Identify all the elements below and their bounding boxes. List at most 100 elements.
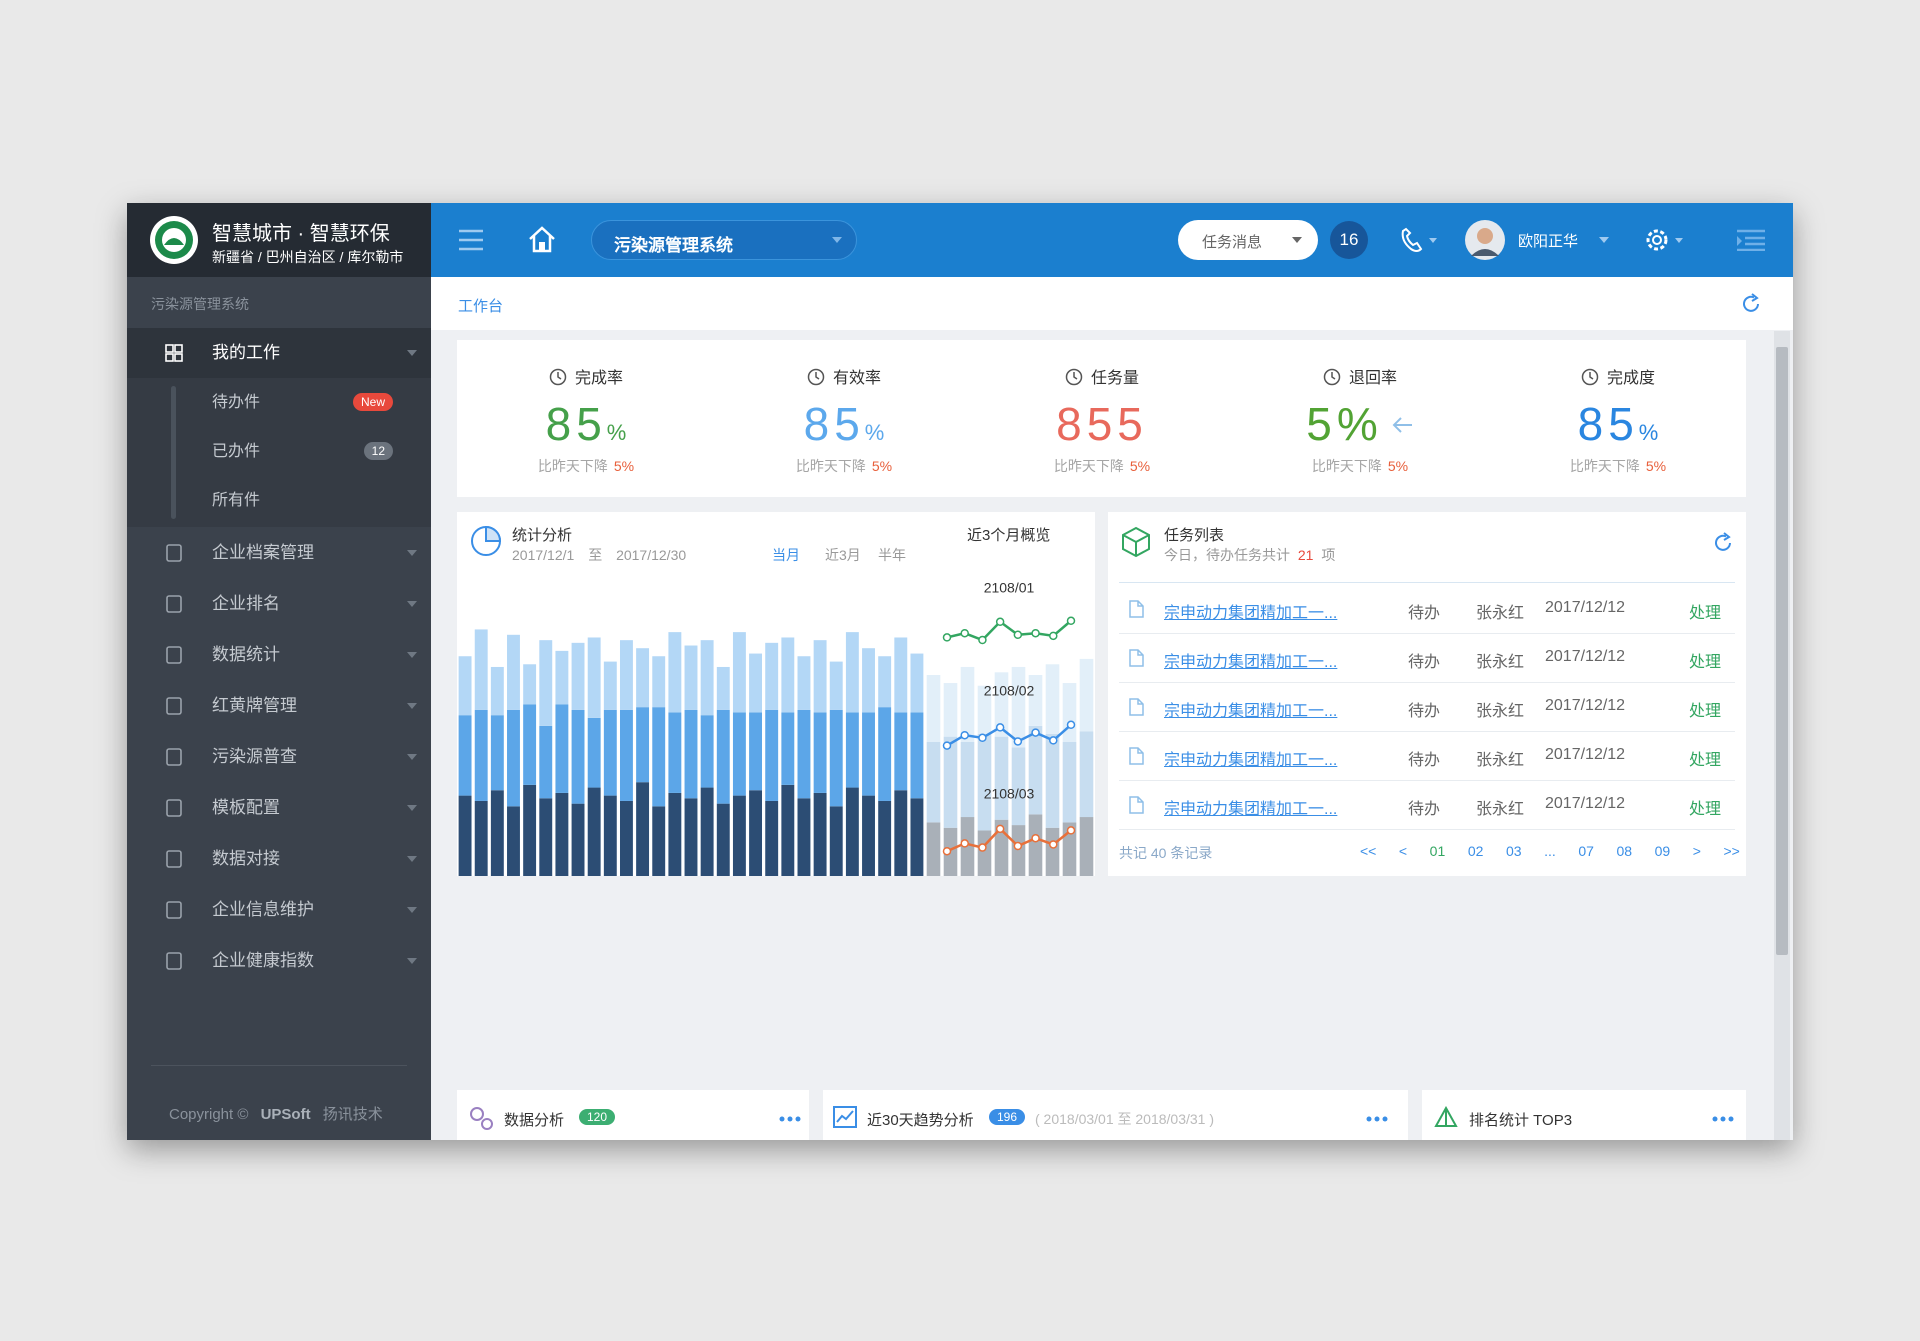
- scrollbar-thumb[interactable]: [1776, 347, 1788, 955]
- task-name[interactable]: 宗申动力集团精加工一...: [1164, 703, 1338, 720]
- bar-segment: [797, 798, 811, 876]
- more-button[interactable]: [1712, 1116, 1734, 1122]
- more-button[interactable]: [1366, 1116, 1388, 1122]
- tab[interactable]: 近3月: [825, 547, 861, 563]
- bar-segment: [507, 634, 520, 710]
- bar-segment: [587, 717, 601, 788]
- doc-icon: [1129, 649, 1144, 667]
- task-owner: 张永红: [1476, 654, 1525, 671]
- kpi-label: 完成度: [1606, 370, 1655, 387]
- page-link[interactable]: <: [1398, 843, 1408, 859]
- bar-segment: [684, 709, 698, 799]
- summary-count: 21: [1297, 547, 1314, 563]
- caret-shape: [407, 855, 417, 862]
- message-select[interactable]: 任务消息: [1178, 220, 1318, 260]
- menu-item[interactable]: 红黄牌管理: [127, 680, 431, 731]
- sparkline-point: [995, 617, 1005, 627]
- home-button[interactable]: [527, 225, 557, 253]
- page-link[interactable]: <<: [1360, 843, 1377, 859]
- menu-item[interactable]: 我的工作: [127, 328, 431, 378]
- overview-title: 近3个月概览: [967, 527, 1051, 544]
- phone-button[interactable]: [1399, 227, 1439, 253]
- sidebar: 智慧城市 · 智慧环保 新疆省 / 巴州自治区 / 库尔勒市 污染源管理系统 C…: [127, 203, 431, 1140]
- page-link[interactable]: >: [1692, 843, 1701, 859]
- submenu-item[interactable]: 待办件 New: [127, 378, 431, 427]
- task-action[interactable]: 处理: [1689, 801, 1722, 818]
- tab[interactable]: 半年: [878, 547, 906, 563]
- menu-icon: [166, 645, 182, 664]
- page-link[interactable]: 03: [1505, 843, 1522, 859]
- menu-item[interactable]: 企业档案管理: [127, 527, 431, 578]
- icon-part: [807, 368, 825, 386]
- page-link[interactable]: 09: [1654, 843, 1671, 859]
- bar-segment: [926, 742, 941, 823]
- task-owner: 张永红: [1476, 801, 1525, 818]
- data-analysis-card: 数据分析 120: [457, 1090, 809, 1140]
- page-link[interactable]: 01: [1429, 843, 1446, 859]
- menu-item[interactable]: 企业信息维护: [127, 884, 431, 935]
- task-action[interactable]: 处理: [1689, 752, 1722, 769]
- bar-segment: [862, 795, 875, 876]
- page-link[interactable]: 08: [1616, 843, 1633, 859]
- icon-part: [1129, 600, 1144, 618]
- settings-button[interactable]: [1643, 226, 1687, 254]
- task-name[interactable]: 宗申动力集团精加工一...: [1164, 752, 1338, 769]
- page-link[interactable]: >>: [1723, 843, 1740, 859]
- kpi-unit: %: [1336, 398, 1378, 450]
- bar-segment: [845, 787, 859, 876]
- menu-toggle[interactable]: [459, 229, 483, 251]
- task-action[interactable]: 处理: [1689, 703, 1722, 720]
- page-link[interactable]: 07: [1578, 843, 1594, 859]
- caret-shape: [407, 600, 417, 607]
- system-select[interactable]: 污染源管理系统: [591, 220, 857, 260]
- task-name[interactable]: 宗申动力集团精加工一...: [1164, 654, 1338, 671]
- bar-segment: [894, 637, 908, 713]
- submenu-item[interactable]: 所有件: [127, 476, 431, 525]
- bar-segment: [1079, 817, 1094, 876]
- menu-item[interactable]: 数据对接: [127, 833, 431, 884]
- sparkline-label: 2108/02: [984, 683, 1035, 699]
- divider: [151, 1065, 407, 1066]
- more-button[interactable]: [779, 1116, 801, 1122]
- menu-item[interactable]: 模板配置: [127, 782, 431, 833]
- caret: [407, 549, 417, 556]
- kpi-change: 5%: [871, 458, 893, 474]
- bar-segment: [587, 787, 601, 876]
- summary-suffix: 项: [1321, 547, 1336, 563]
- message-count[interactable]: 16: [1330, 221, 1368, 259]
- task-name[interactable]: 宗申动力集团精加工一...: [1164, 801, 1338, 818]
- task-name[interactable]: 宗申动力集团精加工一...: [1164, 605, 1338, 622]
- icon-part: [166, 798, 182, 817]
- bar-segment: [619, 709, 633, 801]
- sparkline-point: [1066, 720, 1076, 730]
- doc-icon: [1129, 600, 1144, 618]
- tab[interactable]: 当月: [772, 547, 800, 563]
- bar-segment: [894, 712, 908, 791]
- menu-item[interactable]: 污染源普查: [127, 731, 431, 782]
- caret: [407, 600, 417, 607]
- menu-item[interactable]: 企业健康指数: [127, 935, 431, 986]
- caret: [407, 855, 417, 862]
- task-action[interactable]: 处理: [1689, 654, 1722, 671]
- user-name[interactable]: 欧阳正华: [1518, 233, 1579, 250]
- submenu-item[interactable]: 已办件 12: [127, 427, 431, 476]
- caret: [407, 350, 417, 356]
- kpi-note: 比昨天下降 5%: [973, 456, 1231, 476]
- menu-label: 企业档案管理: [212, 543, 314, 562]
- icon-part: [166, 900, 182, 919]
- bar-segment: [474, 629, 488, 710]
- refresh-button[interactable]: [1712, 532, 1734, 554]
- task-action[interactable]: 处理: [1689, 605, 1722, 622]
- kpi-unit: %: [606, 420, 627, 445]
- menu-item[interactable]: 数据统计: [127, 629, 431, 680]
- page-link[interactable]: 02: [1467, 843, 1484, 859]
- page-link[interactable]: ...: [1544, 843, 1556, 859]
- menu-item[interactable]: 企业排名: [127, 578, 431, 629]
- breadcrumb[interactable]: 工作台: [458, 298, 504, 315]
- bar-segment: [765, 642, 779, 710]
- panel-toggle[interactable]: [1737, 229, 1765, 251]
- avatar[interactable]: [1465, 220, 1505, 260]
- bar-segment: [684, 798, 698, 876]
- refresh-button[interactable]: [1740, 293, 1762, 315]
- task-date: 2017/12/12: [1545, 599, 1626, 616]
